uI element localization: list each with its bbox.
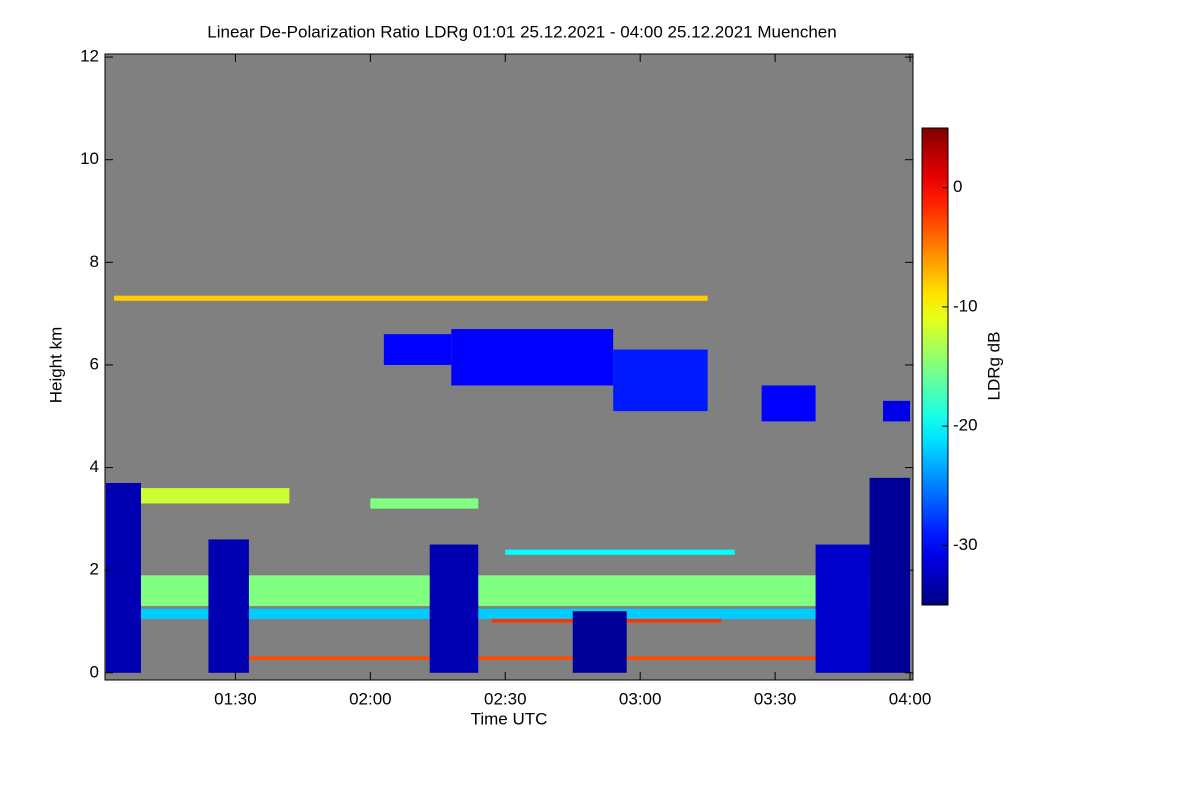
- colorbar-label: LDRg dB: [984, 332, 1003, 401]
- y-tick-label: 2: [90, 560, 99, 579]
- heatmap-cell: [105, 482, 141, 673]
- heatmap-cell: [429, 544, 479, 673]
- heatmap-cell: [869, 477, 911, 673]
- heatmap-cell: [572, 611, 627, 673]
- x-tick-label: 02:00: [349, 689, 392, 708]
- heatmap-cell: [235, 656, 816, 660]
- y-tick-label: 10: [80, 149, 99, 168]
- heatmap-cell: [370, 498, 479, 509]
- heatmap-cell: [883, 400, 911, 422]
- x-tick-label: 03:30: [754, 689, 797, 708]
- heatmap-cell: [761, 385, 816, 422]
- colorbar-tick-label: -20: [953, 416, 978, 435]
- heatmap-cell: [127, 488, 290, 504]
- heatmap-cell: [208, 539, 249, 673]
- y-axis-label: Height km: [46, 327, 65, 404]
- heatmap-cell: [105, 608, 911, 619]
- y-tick-label: 6: [90, 354, 99, 373]
- x-tick-label: 01:30: [214, 689, 257, 708]
- y-tick-label: 4: [90, 457, 99, 476]
- x-tick-label: 03:00: [619, 689, 662, 708]
- x-axis-label: Time UTC: [471, 709, 548, 728]
- y-tick-label: 8: [90, 252, 99, 271]
- x-tick-label: 04:00: [889, 689, 932, 708]
- heatmap-cell: [815, 544, 870, 673]
- plot-frame: [104, 53, 914, 681]
- x-tick-label: 02:30: [484, 689, 527, 708]
- colorbar-tick-label: -30: [953, 535, 978, 554]
- y-tick-label: 12: [80, 47, 99, 66]
- heatmap-cell: [113, 295, 708, 301]
- colorbar-tick-label: 0: [953, 177, 962, 196]
- heatmap-cell: [505, 549, 735, 555]
- y-tick-label: 0: [90, 662, 99, 681]
- heatmap-cell: [451, 329, 614, 386]
- colorbar-tick-label: -10: [953, 296, 978, 315]
- heatmap-cell: [383, 334, 452, 365]
- plot-area: [105, 54, 913, 680]
- heatmap-cell: [613, 349, 708, 412]
- chart-title: Linear De-Polarization Ratio LDRg 01:01 …: [207, 22, 836, 41]
- colorbar: [921, 127, 949, 606]
